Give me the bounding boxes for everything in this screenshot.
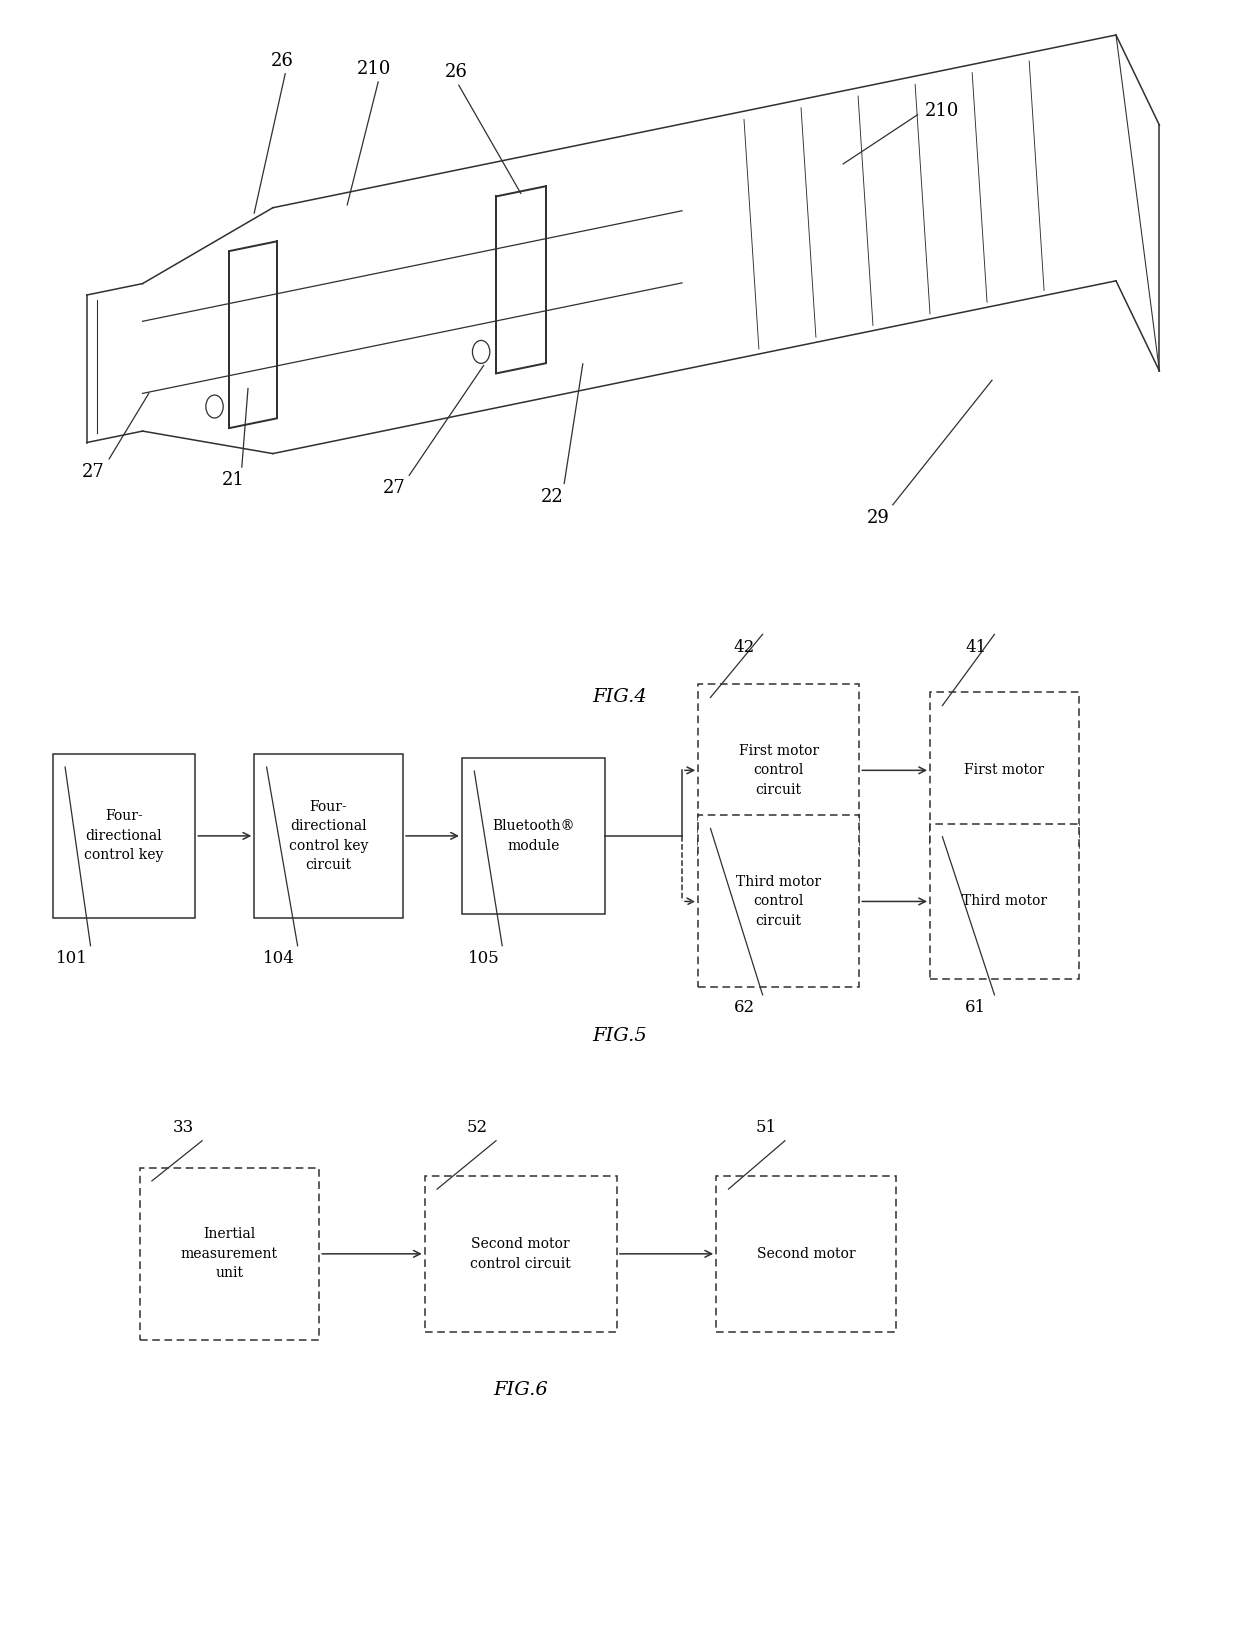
FancyBboxPatch shape — [52, 754, 196, 918]
Text: 101: 101 — [56, 951, 88, 967]
Text: 210: 210 — [925, 103, 960, 120]
Text: 33: 33 — [172, 1119, 195, 1136]
FancyBboxPatch shape — [139, 1167, 320, 1341]
Text: 210: 210 — [357, 61, 392, 77]
Text: 61: 61 — [965, 1000, 987, 1016]
Text: Bluetooth®
module: Bluetooth® module — [492, 820, 574, 852]
Text: Four-
directional
control key
circuit: Four- directional control key circuit — [289, 800, 368, 872]
Text: 104: 104 — [263, 951, 295, 967]
Text: 29: 29 — [867, 510, 889, 526]
FancyBboxPatch shape — [698, 815, 859, 987]
Text: 26: 26 — [445, 64, 467, 80]
Text: Inertial
measurement
unit: Inertial measurement unit — [181, 1228, 278, 1280]
Text: Second motor: Second motor — [756, 1247, 856, 1260]
Text: First motor: First motor — [965, 764, 1044, 777]
Text: First motor
control
circuit: First motor control circuit — [739, 744, 818, 797]
Text: Second motor
control circuit: Second motor control circuit — [470, 1237, 572, 1270]
Text: Third motor
control
circuit: Third motor control circuit — [737, 875, 821, 928]
FancyBboxPatch shape — [930, 692, 1079, 849]
Text: FIG.4: FIG.4 — [593, 688, 647, 705]
Text: 21: 21 — [222, 472, 244, 488]
Text: 105: 105 — [467, 951, 500, 967]
FancyBboxPatch shape — [461, 757, 605, 915]
Text: 51: 51 — [755, 1119, 777, 1136]
FancyBboxPatch shape — [698, 685, 859, 856]
Text: Four-
directional
control key: Four- directional control key — [84, 810, 164, 862]
Text: 52: 52 — [466, 1119, 489, 1136]
Text: 26: 26 — [272, 52, 294, 69]
Text: 42: 42 — [733, 639, 755, 656]
Text: FIG.5: FIG.5 — [593, 1028, 647, 1044]
Text: FIG.6: FIG.6 — [494, 1382, 548, 1398]
Text: 27: 27 — [383, 480, 405, 497]
Text: Third motor: Third motor — [962, 895, 1047, 908]
FancyBboxPatch shape — [254, 754, 403, 918]
Text: 27: 27 — [82, 464, 104, 480]
FancyBboxPatch shape — [717, 1177, 895, 1331]
FancyBboxPatch shape — [424, 1177, 618, 1331]
Text: 22: 22 — [541, 488, 563, 505]
Text: 62: 62 — [733, 1000, 755, 1016]
FancyBboxPatch shape — [930, 823, 1079, 980]
Text: 41: 41 — [965, 639, 987, 656]
